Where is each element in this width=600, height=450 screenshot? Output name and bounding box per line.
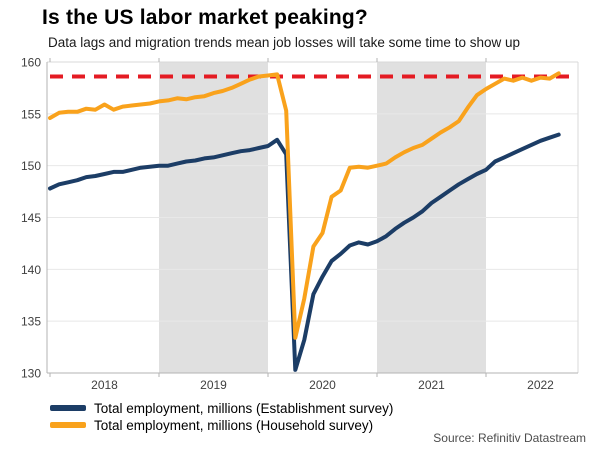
y-axis-label-155: 155 bbox=[21, 107, 41, 121]
y-axis-label-145: 145 bbox=[21, 211, 41, 225]
page-title: Is the US labor market peaking? bbox=[42, 6, 368, 29]
y-axis-label-150: 150 bbox=[21, 159, 41, 173]
series-line-establishment bbox=[48, 132, 561, 372]
y-axis-label-160: 160 bbox=[21, 56, 41, 70]
establishment-line-swatch bbox=[50, 405, 86, 411]
legend-label-establishment: Total employment, millions (Establishmen… bbox=[94, 400, 394, 416]
series-line-household bbox=[48, 71, 561, 340]
x-axis-label-2018: 2018 bbox=[91, 378, 118, 392]
household-line-swatch bbox=[50, 422, 86, 428]
x-axis-label-2021: 2021 bbox=[418, 378, 445, 392]
x-axis-label-2020: 2020 bbox=[309, 378, 336, 392]
y-axis-label-135: 135 bbox=[21, 315, 41, 329]
legend-item-establishment: Total employment, millions (Establishmen… bbox=[50, 400, 393, 416]
legend-label-household: Total employment, millions (Household su… bbox=[94, 417, 374, 433]
x-axis-label-2019: 2019 bbox=[200, 378, 227, 392]
legend: Total employment, millions (Establishmen… bbox=[50, 400, 393, 434]
legend-item-household: Total employment, millions (Household su… bbox=[50, 417, 393, 433]
page-subtitle: Data lags and migration trends mean job … bbox=[48, 35, 520, 50]
y-axis-label-130: 130 bbox=[21, 367, 41, 381]
x-axis-label-2022: 2022 bbox=[527, 378, 554, 392]
source-attribution: Source: Refinitiv Datastream bbox=[433, 431, 586, 445]
y-axis-label-140: 140 bbox=[21, 263, 41, 277]
